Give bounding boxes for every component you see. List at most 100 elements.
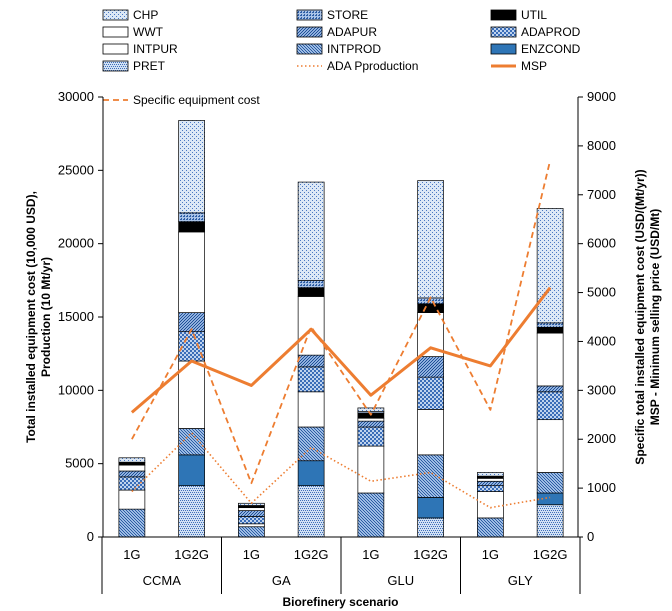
legend-item-sec: Specific equipment cost bbox=[103, 93, 260, 107]
bar-segment-adapur bbox=[417, 356, 444, 378]
bar-segment-adapur bbox=[297, 354, 325, 368]
x-tick-label: 1G bbox=[482, 547, 499, 562]
bar-segment-intpur bbox=[118, 489, 146, 510]
legend-swatch-adaprod bbox=[490, 26, 517, 38]
x-tick-label: 1G bbox=[243, 547, 260, 562]
legend-swatch-util bbox=[490, 9, 517, 21]
y-left-tick-label: 5000 bbox=[65, 456, 94, 471]
bar-segment-wwt bbox=[477, 477, 504, 482]
bar-segment-pret bbox=[417, 517, 444, 538]
y-right-tick-label: 2000 bbox=[587, 431, 616, 446]
y-right-tick-label: 1000 bbox=[587, 480, 616, 495]
y-axis-right-title: Specific total installed equipment cost … bbox=[633, 169, 662, 464]
legend-item-intpur: INTPUR bbox=[102, 42, 178, 56]
bar-segment-pret bbox=[297, 485, 325, 538]
x-tick-label: 1G2G bbox=[294, 547, 329, 562]
bar-stack-gly-1g bbox=[477, 472, 504, 538]
x-group-label: CCMA bbox=[143, 573, 182, 588]
bar-segment-enzcond bbox=[536, 492, 564, 506]
bar-stack-gly-1g2g bbox=[536, 208, 564, 538]
y-right-tick-label: 7000 bbox=[587, 187, 616, 202]
legend-item-ada: ADA Pproduction bbox=[297, 59, 418, 73]
bar-segment-chp bbox=[477, 472, 504, 477]
y-left-tick-label: 0 bbox=[87, 529, 94, 544]
bar-segment-intprod bbox=[238, 526, 265, 538]
y-left-tick-label: 10000 bbox=[58, 382, 94, 397]
bar-segment-wwt bbox=[118, 464, 146, 472]
bar-stack-glu-1g bbox=[357, 407, 385, 538]
y-left-tick-label: 30000 bbox=[58, 89, 94, 104]
bar-segment-enzcond bbox=[178, 454, 205, 487]
x-tick-label: 1G2G bbox=[413, 547, 448, 562]
bar-segment-pret bbox=[178, 485, 205, 538]
bar-segment-adaprod bbox=[297, 366, 325, 393]
bar-segment-util bbox=[297, 287, 325, 297]
bar-segment-adaprod bbox=[357, 426, 385, 447]
x-tick-label: 1G2G bbox=[533, 547, 568, 562]
legend-label-adaprod: ADAPROD bbox=[521, 25, 581, 39]
line-series-msp bbox=[130, 286, 552, 414]
bar-segment-wwt bbox=[178, 231, 205, 313]
bar-segment-util bbox=[417, 303, 444, 313]
legend-label-intpur: INTPUR bbox=[133, 42, 178, 56]
legend-item-pret: PRET bbox=[102, 59, 166, 73]
legend-label-enzcond: ENZCOND bbox=[521, 42, 581, 56]
bar-stack-glu-1g2g bbox=[417, 180, 444, 538]
bar-segment-adaprod bbox=[536, 391, 564, 421]
legend-item-util: UTIL bbox=[490, 8, 547, 22]
legend-swatch-intprod bbox=[296, 43, 323, 55]
bar-segment-intpur bbox=[297, 391, 325, 428]
x-group-label: GA bbox=[272, 573, 291, 588]
bar-segment-store bbox=[297, 279, 325, 289]
legend-label-wwt: WWT bbox=[133, 25, 164, 39]
x-group-label: GLY bbox=[508, 573, 533, 588]
bar-segment-util bbox=[178, 221, 205, 233]
bar-segment-adapur bbox=[238, 510, 265, 517]
bar-segment-chp bbox=[357, 407, 385, 412]
bar-segment-pret bbox=[536, 504, 564, 538]
legend-swatch-store bbox=[296, 9, 323, 21]
legend-item-store: STORE bbox=[296, 8, 368, 22]
bar-stack-ccma-1g bbox=[118, 457, 146, 538]
legend-swatch-chp bbox=[102, 9, 129, 21]
legend-swatch-pret bbox=[102, 60, 129, 72]
bar-segment-intpur bbox=[178, 360, 205, 429]
axes: 0 5000 10000 15000 20000 25000 30000 0 1000 2000 3… bbox=[24, 89, 662, 544]
bar-segment-intprod bbox=[417, 454, 444, 498]
legend-item-wwt: WWT bbox=[102, 25, 164, 39]
y-right-tick-label: 9000 bbox=[587, 89, 616, 104]
bar-stack-ga-1g2g bbox=[297, 181, 325, 538]
bar-segment-intpur bbox=[477, 491, 504, 519]
bar-stack-ccma-1g2g bbox=[178, 120, 205, 538]
bar-segment-adapur bbox=[477, 480, 504, 487]
bar-segment-enzcond bbox=[417, 497, 444, 519]
bar-segment-chp bbox=[178, 120, 205, 214]
bar-segment-adaprod bbox=[417, 376, 444, 410]
legend-label-util: UTIL bbox=[521, 8, 547, 22]
bar-segment-enzcond bbox=[297, 460, 325, 487]
y-left-tick-label: 15000 bbox=[58, 309, 94, 324]
bar-segment-intprod bbox=[357, 492, 385, 538]
bar-segment-wwt bbox=[238, 507, 265, 511]
x-tick-label: 1G bbox=[123, 547, 140, 562]
y-right-tick-label: 8000 bbox=[587, 138, 616, 153]
bar-segment-wwt bbox=[536, 332, 564, 387]
bar-segment-store bbox=[536, 322, 564, 328]
bar-segment-adaprod bbox=[238, 516, 265, 525]
bar-segment-chp bbox=[297, 181, 325, 281]
bar-segment-adaprod bbox=[477, 485, 504, 492]
y-left-tick-label: 20000 bbox=[58, 236, 94, 251]
legend-item-enzcond: ENZCOND bbox=[490, 42, 581, 56]
y-axis-left-title: Total installed equipment cost (10,000 U… bbox=[24, 191, 53, 443]
legend-item-msp: MSP bbox=[491, 59, 547, 73]
line-series-ada bbox=[131, 432, 551, 509]
x-axis: 1G 1G2G 1G 1G2G 1G 1G2G 1G 1G2G CCMA GA GLU GLY Bior… bbox=[101, 536, 581, 609]
legend-item-adaprod: ADAPROD bbox=[490, 25, 581, 39]
bars bbox=[118, 120, 564, 538]
bar-segment-chp bbox=[118, 457, 146, 463]
bar-segment-adapur bbox=[118, 470, 146, 478]
bar-segment-chp bbox=[536, 208, 564, 324]
bar-segment-intprod bbox=[536, 472, 564, 494]
line-series-sec bbox=[131, 160, 552, 485]
